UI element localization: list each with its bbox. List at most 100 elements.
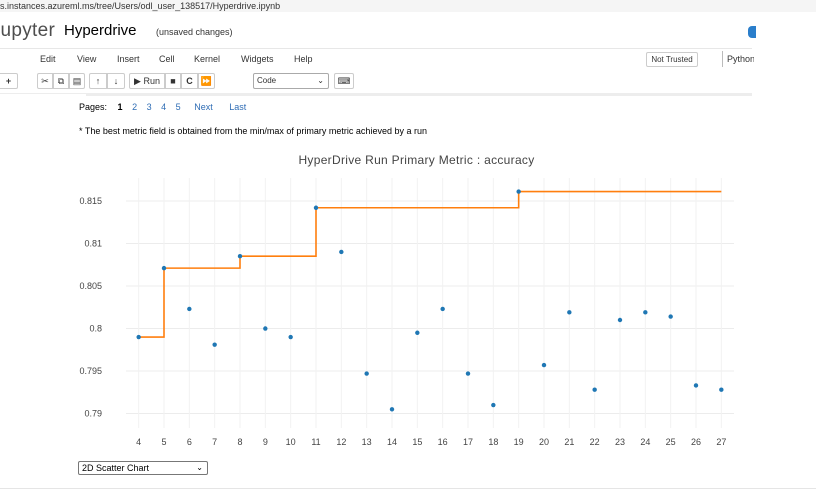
menu-cell[interactable]: Cell xyxy=(159,54,175,64)
x-tick-label: 25 xyxy=(666,437,676,447)
chevron-down-icon: ⌄ xyxy=(317,76,324,85)
x-tick-label: 9 xyxy=(263,437,268,447)
menu-edit[interactable]: Edit xyxy=(40,54,56,64)
data-point xyxy=(389,407,395,412)
x-tick-label: 5 xyxy=(161,437,166,447)
menu-widgets[interactable]: Widgets xyxy=(241,54,274,64)
data-point xyxy=(212,342,217,347)
notebook-name[interactable]: Hyperdrive xyxy=(64,22,137,39)
restart-run-all-button[interactable]: ⏩ xyxy=(198,73,215,89)
page-link-1[interactable]: 1 xyxy=(117,102,123,112)
data-point xyxy=(415,330,420,335)
x-tick-label: 20 xyxy=(539,437,549,447)
data-point xyxy=(161,265,167,271)
x-tick-label: 21 xyxy=(564,437,574,447)
data-point xyxy=(491,402,496,408)
restart-button[interactable]: C xyxy=(181,73,198,89)
data-point xyxy=(339,249,344,255)
data-point xyxy=(187,306,192,312)
chevron-down-icon: ⌄ xyxy=(196,463,203,472)
keyboard-icon: ⌨ xyxy=(337,76,351,86)
x-tick-label: 8 xyxy=(237,437,242,447)
cut-button[interactable]: ✂ xyxy=(37,73,53,89)
cell-type-select[interactable]: Code ⌄ xyxy=(253,73,329,89)
save-status: (unsaved changes) xyxy=(156,27,233,37)
restart-icon: C xyxy=(186,76,193,86)
next-page-link[interactable]: Next xyxy=(194,102,213,112)
copy-button[interactable]: ⧉ xyxy=(53,73,69,89)
menu-help[interactable]: Help xyxy=(294,54,313,64)
y-tick-label: 0.81 xyxy=(84,238,102,248)
x-tick-label: 18 xyxy=(488,437,498,447)
x-tick-label: 24 xyxy=(640,437,650,447)
cell-divider xyxy=(86,93,752,96)
data-point xyxy=(719,387,724,392)
x-tick-label: 10 xyxy=(286,437,296,447)
browser-url[interactable]: s.instances.azureml.ms/tree/Users/odl_us… xyxy=(0,0,816,12)
data-point xyxy=(465,371,471,376)
menu-kernel[interactable]: Kernel xyxy=(194,54,221,64)
data-point xyxy=(643,310,648,315)
chart-type-select[interactable]: 2D Scatter Chart ⌄ xyxy=(78,461,208,475)
data-point xyxy=(592,387,597,392)
stop-icon: ■ xyxy=(170,76,176,86)
data-point xyxy=(136,334,141,340)
cell-type-value: Code xyxy=(257,76,277,85)
data-point xyxy=(440,306,445,312)
x-tick-label: 22 xyxy=(590,437,600,447)
add-icon: + xyxy=(5,76,12,86)
paste-icon: ▤ xyxy=(72,76,82,86)
menu-insert[interactable]: Insert xyxy=(117,54,140,64)
copy-icon: ⧉ xyxy=(57,76,65,86)
kernel-logo-icon xyxy=(748,26,756,38)
page-link-4[interactable]: 4 xyxy=(161,102,167,112)
y-tick-label: 0.815 xyxy=(79,196,102,206)
data-point xyxy=(237,254,243,259)
data-point xyxy=(263,326,268,331)
notebook-toolbar: + ✂ ⧉ ▤ ↑ ↓ ▶ Run ■ C ⏩ Code ⌄ ⌨ xyxy=(0,71,752,93)
data-point xyxy=(617,317,623,323)
best-metric-step-line xyxy=(138,190,722,338)
page-link-2[interactable]: 2 xyxy=(132,102,138,112)
x-tick-label: 23 xyxy=(615,437,625,447)
data-point xyxy=(541,362,547,368)
x-tick-label: 26 xyxy=(691,437,701,447)
data-point xyxy=(364,371,369,376)
last-page-link[interactable]: Last xyxy=(229,102,247,112)
jupyter-logo[interactable]: jupyter xyxy=(0,20,56,41)
y-tick-label: 0.8 xyxy=(89,324,102,334)
data-point xyxy=(288,334,293,340)
move-down-button[interactable]: ↓ xyxy=(107,73,125,89)
x-tick-label: 4 xyxy=(136,437,141,447)
x-tick-label: 19 xyxy=(514,437,524,447)
y-tick-label: 0.795 xyxy=(79,366,102,376)
move-up-button[interactable]: ↑ xyxy=(89,73,107,89)
data-point xyxy=(693,383,699,388)
data-point xyxy=(668,314,673,319)
x-tick-label: 16 xyxy=(438,437,448,447)
notebook-header: jupyter Hyperdrive (unsaved changes) xyxy=(0,14,756,48)
stop-button[interactable]: ■ xyxy=(165,73,181,89)
x-tick-label: 17 xyxy=(463,437,473,447)
trust-button[interactable]: Not Trusted xyxy=(646,52,698,67)
data-point xyxy=(567,310,572,315)
move-up-icon: ↑ xyxy=(95,76,101,86)
page-link-3[interactable]: 3 xyxy=(146,102,152,112)
menubar: Edit View Insert Cell Kernel Widgets Hel… xyxy=(0,48,754,70)
chart-type-value: 2D Scatter Chart xyxy=(82,463,150,473)
x-tick-label: 15 xyxy=(412,437,422,447)
divider xyxy=(0,488,816,489)
divider xyxy=(0,93,86,94)
y-tick-label: 0.79 xyxy=(84,409,102,419)
menu-view[interactable]: View xyxy=(77,54,97,64)
x-tick-label: 7 xyxy=(212,437,217,447)
data-point xyxy=(313,205,319,210)
move-down-icon: ↓ xyxy=(113,76,119,86)
page-link-5[interactable]: 5 xyxy=(175,102,181,112)
kernel-indicator[interactable]: Python xyxy=(722,51,754,67)
add-cell-button[interactable]: + xyxy=(0,73,18,89)
pages-label: Pages: xyxy=(79,102,108,112)
run-button[interactable]: ▶ Run xyxy=(129,73,165,89)
command-palette-button[interactable]: ⌨ xyxy=(334,73,354,89)
paste-button[interactable]: ▤ xyxy=(69,73,85,89)
